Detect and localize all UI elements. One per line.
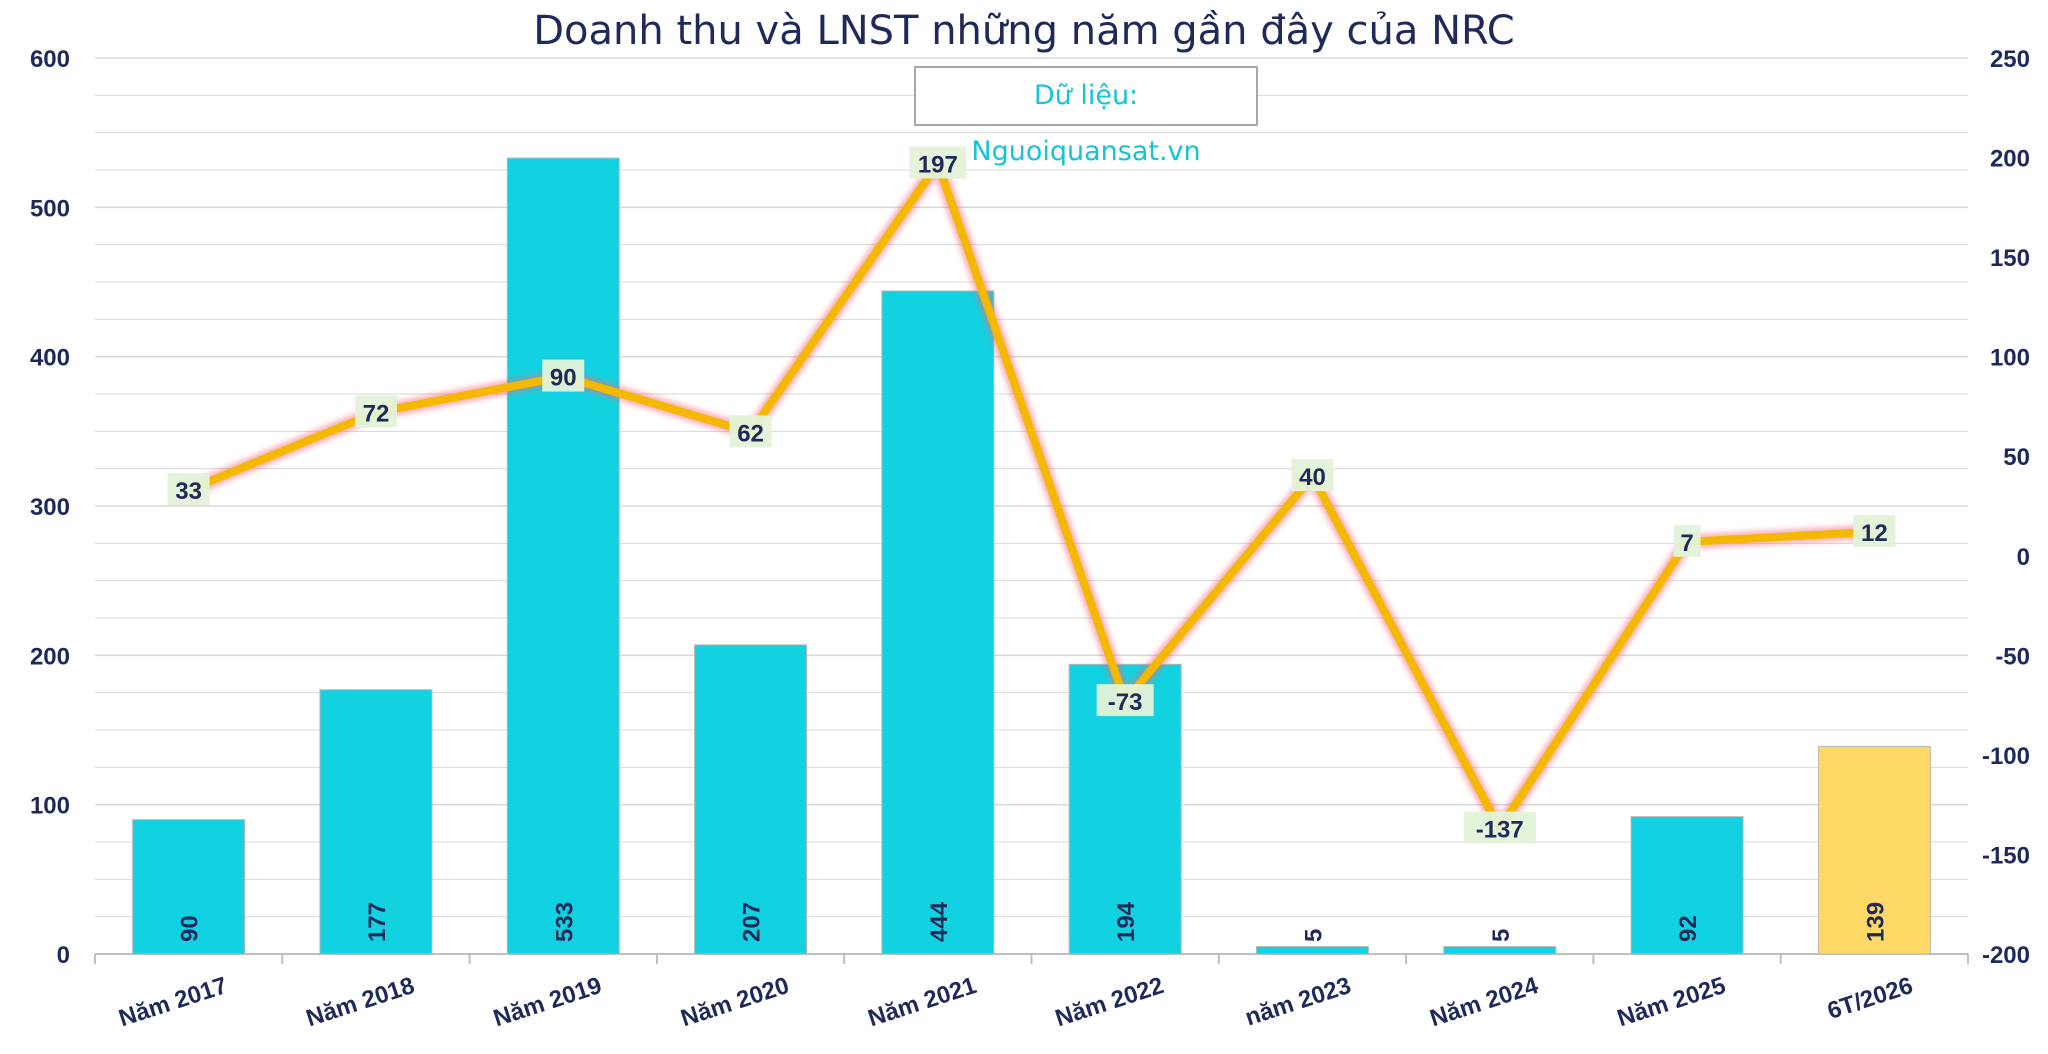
y-right-tick-label: 250: [1990, 46, 2030, 73]
line-point-label-bg: [909, 146, 967, 179]
x-axis-category-label: Năm 2018: [303, 972, 418, 1032]
x-axis-category-label: Năm 2021: [865, 972, 980, 1032]
y-right-tick-label: -50: [1995, 643, 2030, 670]
line-point-label: 62: [737, 420, 764, 447]
bar-value-label: 444: [926, 901, 953, 942]
y-left-tick-label: 0: [57, 942, 70, 969]
line-point-label-bg: [1673, 524, 1701, 557]
line-point-label: 90: [550, 365, 577, 392]
y-left-tick-label: 400: [30, 345, 70, 372]
y-left-tick-label: 200: [30, 643, 70, 670]
x-axis-category-label: Năm 2020: [677, 972, 792, 1032]
y-left-tick-label: 500: [30, 195, 70, 222]
line-point-label-bg: [729, 415, 772, 448]
chart-title: Doanh thu và LNST những năm gần đây của …: [533, 8, 1515, 54]
source-note: Dữ liệu: Nguoiquansat.vn: [914, 66, 1258, 167]
bar-value-label: 92: [1675, 915, 1702, 942]
line-glow: [185, 156, 1875, 836]
line-point-label: 40: [1299, 464, 1326, 491]
bar-value-label: 207: [739, 902, 766, 942]
y-right-tick-label: -200: [1982, 942, 2030, 969]
line-point-label: 12: [1861, 520, 1888, 547]
line-point-label: 72: [363, 400, 390, 427]
y-left-tick-label: 100: [30, 793, 70, 820]
bar-value-label: 533: [551, 902, 578, 942]
bar-value-label: 139: [1862, 902, 1889, 942]
y-right-tick-label: 100: [1990, 345, 2030, 372]
line-point-label: 33: [175, 478, 202, 505]
line-point-label-bg: [542, 359, 585, 392]
y-right-tick-label: 50: [2003, 444, 2030, 471]
x-axis-category-label: năm 2023: [1242, 972, 1354, 1031]
bar: [1630, 816, 1744, 955]
y-right-tick-label: 200: [1990, 146, 2030, 173]
line-point-label-bg: [1096, 684, 1154, 717]
bar-value-label: 5: [1300, 929, 1327, 942]
bar: [1255, 946, 1369, 955]
y-left-tick-label: 600: [30, 46, 70, 73]
bar-value-label: 90: [177, 915, 204, 942]
line-point-label: -73: [1108, 689, 1143, 716]
y-right-tick-label: -150: [1982, 842, 2030, 869]
y-right-tick-label: -100: [1982, 743, 2030, 770]
line-point-label: 7: [1680, 530, 1693, 557]
line-series: [187, 159, 1875, 833]
bar-value-label: 5: [1488, 929, 1515, 942]
bar-value-label: 177: [364, 902, 391, 942]
x-axis-category-label: Năm 2025: [1614, 972, 1729, 1032]
y-left-tick-label: 300: [30, 494, 70, 521]
bar: [132, 819, 246, 955]
x-axis-category-label: Năm 2022: [1052, 972, 1167, 1032]
line-point-label: -137: [1476, 817, 1524, 844]
bar-value-label: 194: [1113, 901, 1140, 942]
y-right-tick-label: 150: [1990, 245, 2030, 272]
x-axis-category-label: Năm 2017: [116, 972, 231, 1032]
x-axis-category-label: Năm 2019: [490, 972, 605, 1032]
x-axis-category-label: 6T/2026: [1824, 972, 1916, 1025]
x-axis-category-label: Năm 2024: [1427, 972, 1543, 1033]
bar: [881, 290, 995, 955]
bar: [1443, 946, 1557, 955]
bar: [506, 157, 620, 955]
line-point-label-bg: [1853, 514, 1896, 547]
line-point-label: 197: [918, 152, 958, 179]
line-point-label-bg: [167, 473, 210, 506]
y-right-tick-label: 0: [2017, 544, 2030, 571]
bar: [694, 644, 808, 955]
line-point-label-bg: [1291, 459, 1334, 492]
line-point-label-bg: [354, 395, 397, 428]
bar: [319, 689, 433, 955]
bar: [1817, 745, 1931, 955]
line-point-label-bg: [1463, 811, 1536, 844]
